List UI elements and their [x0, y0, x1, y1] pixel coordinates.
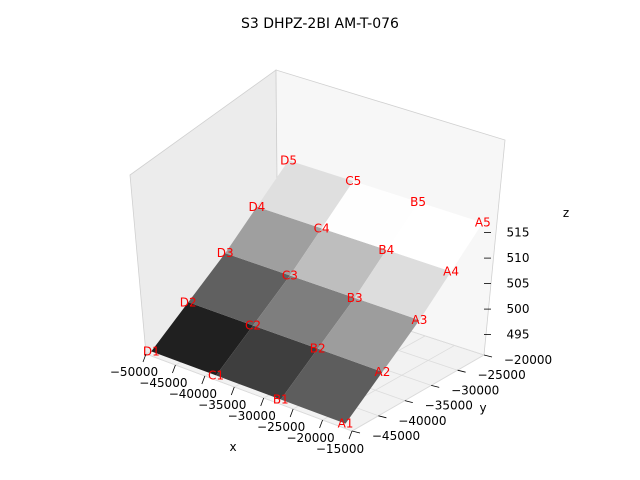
- surface-cell: [256, 160, 354, 229]
- y-tick-label: −25000: [477, 368, 525, 382]
- z-tick-label: 510: [507, 251, 530, 265]
- point-label-a5: A5: [475, 216, 491, 230]
- surface-cell: [252, 275, 355, 349]
- x-tick-label: −35000: [198, 398, 246, 412]
- x-tick-label: −30000: [228, 409, 276, 423]
- y-tick-mark: [483, 354, 493, 358]
- x-tick-mark: [142, 353, 147, 363]
- x-tick-label: −25000: [257, 420, 305, 434]
- z-axis-label: z: [563, 206, 569, 220]
- x-tick-mark: [348, 430, 353, 440]
- y-grid-line: [145, 353, 353, 432]
- x-tick-label: −15000: [316, 442, 364, 456]
- point-label-d1: D1: [143, 344, 160, 358]
- x-axis-label: x: [229, 440, 236, 454]
- point-label-d4: D4: [248, 200, 265, 214]
- y-tick-label: −45000: [372, 429, 420, 443]
- x-tick-mark: [260, 397, 265, 407]
- x-grid-line: [351, 354, 485, 432]
- x-tick-label: −50000: [110, 365, 158, 379]
- y-tick-label: −40000: [398, 414, 446, 428]
- point-label-a3: A3: [412, 313, 428, 327]
- y-tick-label: −30000: [451, 383, 499, 397]
- surface-cell: [317, 297, 420, 372]
- surface-cell: [386, 201, 483, 272]
- surface-cell: [289, 228, 387, 298]
- y-tick-mark: [431, 385, 440, 388]
- z-tick-label: 500: [507, 302, 530, 316]
- x-tick-mark: [319, 419, 323, 429]
- point-label-b3: B3: [347, 291, 363, 305]
- surface-mesh: [151, 160, 483, 424]
- y-axis-label: y: [479, 401, 486, 415]
- surface-cell: [354, 249, 452, 321]
- surface-cell: [225, 206, 322, 276]
- point-label-c1: C1: [208, 368, 224, 382]
- point-label-a1: A1: [338, 417, 354, 431]
- point-label-b1: B1: [273, 393, 289, 407]
- y-tick-mark: [351, 430, 361, 434]
- x-tick-mark: [201, 375, 206, 385]
- point-label-d3: D3: [217, 246, 234, 260]
- point-label-b2: B2: [310, 342, 326, 356]
- point-label-b5: B5: [410, 195, 426, 209]
- surface-cell: [188, 253, 290, 326]
- surface-cell: [216, 325, 318, 400]
- z-tick-label: 515: [507, 226, 530, 240]
- y-tick-mark: [378, 415, 387, 419]
- point-label-c5: C5: [345, 174, 361, 188]
- y-tick-mark: [404, 400, 413, 403]
- y-tick-mark: [457, 369, 466, 373]
- point-label-b4: B4: [378, 243, 394, 257]
- point-label-a2: A2: [375, 365, 391, 379]
- x-tick-label: −20000: [286, 431, 334, 445]
- chart-title: S3 DHPZ-2BI AM-T-076: [241, 16, 399, 32]
- y-tick-label: −35000: [425, 399, 473, 413]
- x-tick-label: −40000: [169, 387, 217, 401]
- point-label-c3: C3: [282, 269, 298, 283]
- point-label-a4: A4: [443, 264, 459, 278]
- point-labels: A1 B1 C1 D1 A2 B2 C2 D2 A3 B3 C3 D3 A4 B4 C4 D4 A5 B5 C5 D5: [143, 153, 491, 430]
- z-tick-label: 505: [507, 277, 530, 291]
- x-tick-label: −45000: [139, 376, 187, 390]
- x-tick-mark: [289, 408, 294, 418]
- y-tick-label: −20000: [504, 353, 552, 367]
- point-label-c4: C4: [314, 221, 330, 235]
- x-tick-mark: [230, 386, 235, 396]
- z-tick-label: 495: [507, 328, 530, 342]
- point-label-d5: D5: [280, 153, 297, 167]
- axis-ticks: −50000−45000−40000−35000−30000−25000−200…: [110, 226, 552, 456]
- point-label-c2: C2: [245, 318, 261, 332]
- x-tick-mark: [172, 364, 176, 374]
- point-label-d2: D2: [180, 295, 197, 309]
- surface-cell: [321, 181, 419, 250]
- surface-cell: [280, 348, 383, 424]
- surface-cell: [151, 302, 253, 376]
